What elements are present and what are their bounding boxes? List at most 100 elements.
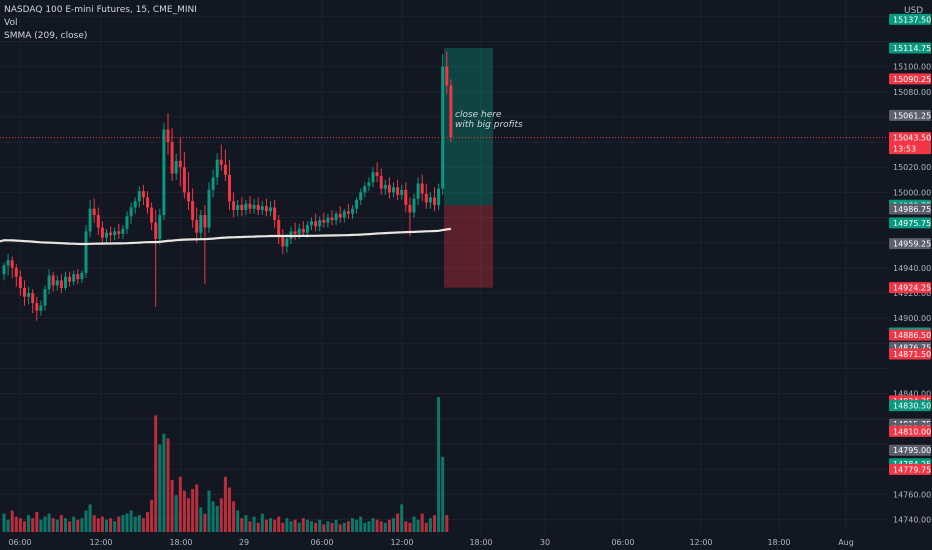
price-tick-label: 15020.00 xyxy=(893,163,931,172)
volume-bar xyxy=(277,516,281,532)
price-badge-bg xyxy=(889,329,931,341)
candle-body xyxy=(191,201,195,221)
volume-bar xyxy=(314,522,318,532)
volume-bar xyxy=(211,501,215,532)
volume-bar xyxy=(146,512,149,532)
volume-bars xyxy=(2,397,449,532)
volume-bar xyxy=(51,518,55,532)
candle-body xyxy=(23,287,26,297)
price-badge-label: 14830.50 xyxy=(893,402,931,411)
price-badge-bg xyxy=(889,348,931,360)
candle-body xyxy=(100,227,104,238)
price-badge: 15090.25 xyxy=(889,73,931,85)
volume-bar xyxy=(187,498,190,532)
candle-body xyxy=(141,191,145,198)
volume-bar xyxy=(297,522,301,532)
price-tick-label: 14940.00 xyxy=(893,264,931,273)
candle-body xyxy=(207,189,211,228)
candle-body xyxy=(84,231,88,273)
candle-body xyxy=(433,197,436,205)
volume-bar xyxy=(113,521,117,532)
price-badge: 15114.75 xyxy=(889,42,931,54)
price-badge: 14830.50 xyxy=(889,400,931,412)
price-badge-bg xyxy=(889,400,931,412)
price-badge-bg xyxy=(889,13,931,25)
volume-bar xyxy=(39,519,43,532)
candle-body xyxy=(428,197,432,203)
time-tick-label: 06:00 xyxy=(310,538,333,547)
volume-bar xyxy=(392,518,395,532)
candle-body xyxy=(346,211,350,214)
volume-bar xyxy=(31,518,35,532)
candle-body xyxy=(445,66,449,86)
volume-bar xyxy=(346,521,350,532)
candle-body xyxy=(293,231,297,234)
price-tick-label: 15000.00 xyxy=(893,188,931,197)
candle-body xyxy=(174,160,178,174)
volume-bar xyxy=(166,438,170,532)
candle-body xyxy=(51,275,55,286)
price-badge-label: 14871.50 xyxy=(893,350,931,359)
volume-bar xyxy=(219,498,223,532)
chart-annotation[interactable]: close here with big profits xyxy=(455,110,523,130)
candle-body xyxy=(392,187,395,193)
price-badge-label: 14886.50 xyxy=(893,331,931,340)
price-badge-label: 15043.50 xyxy=(893,134,931,143)
candle-body xyxy=(441,66,445,189)
candle-body xyxy=(59,280,63,288)
candle-body xyxy=(240,204,244,210)
volume-bar xyxy=(260,513,264,532)
volume-bar xyxy=(441,456,445,532)
volume-bar xyxy=(269,518,272,532)
volume-bar xyxy=(141,518,145,532)
price-badge-label: 14810.00 xyxy=(893,427,931,436)
candle-body xyxy=(424,193,428,203)
volume-bar xyxy=(178,476,182,532)
volume-bar xyxy=(59,515,63,532)
price-badge-bg xyxy=(889,132,931,155)
volume-bar xyxy=(150,499,154,532)
candle-body xyxy=(178,160,182,168)
candle-body xyxy=(396,187,400,195)
candle-body xyxy=(383,184,387,189)
candle-body xyxy=(310,221,313,226)
candle-body xyxy=(80,272,84,280)
candle-body xyxy=(137,191,141,202)
volume-bar xyxy=(27,515,31,532)
candle-body xyxy=(64,276,67,288)
volume-bar xyxy=(117,516,121,532)
annotation-line-1: close here xyxy=(455,110,502,120)
volume-bar xyxy=(228,487,231,532)
volume-bar xyxy=(416,519,420,532)
price-badge: 14986.75 xyxy=(889,203,931,215)
time-tick-label: 18:00 xyxy=(469,538,492,547)
chart-grid xyxy=(0,0,888,532)
volume-bar xyxy=(400,504,404,532)
price-tick-label: 15100.00 xyxy=(893,63,931,72)
volume-bar xyxy=(252,516,256,532)
candle-body xyxy=(351,208,354,214)
time-tick-label: 06:00 xyxy=(8,538,31,547)
price-badge: 14924.25 xyxy=(889,282,931,294)
candle-body xyxy=(27,293,31,297)
volume-bar xyxy=(375,519,379,532)
volume-bar xyxy=(445,515,449,532)
candle-body xyxy=(162,129,166,216)
volume-bar xyxy=(6,519,10,532)
volume-bar xyxy=(404,521,408,532)
volume-bar xyxy=(121,515,125,532)
volume-bar xyxy=(334,519,338,532)
volume-bar xyxy=(18,518,22,532)
candle-body xyxy=(215,159,219,178)
volume-bar xyxy=(437,397,441,532)
candle-body xyxy=(88,208,92,232)
volume-bar xyxy=(133,516,137,532)
volume-bar xyxy=(100,516,104,532)
volume-bar xyxy=(285,518,289,532)
price-tick-label: 14760.00 xyxy=(893,490,931,499)
candle-body xyxy=(260,206,264,210)
volume-bar xyxy=(199,507,203,532)
candle-body xyxy=(297,228,301,234)
price-badge-bg xyxy=(889,203,931,215)
